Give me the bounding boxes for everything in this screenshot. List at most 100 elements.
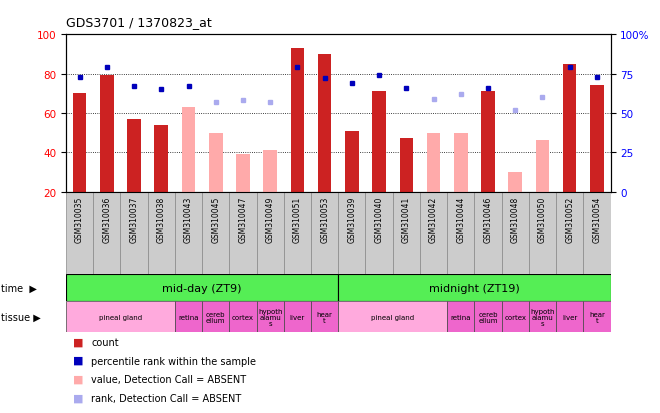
Text: GSM310038: GSM310038 bbox=[157, 196, 166, 242]
Bar bbox=[475, 301, 502, 332]
Bar bbox=[154, 125, 168, 192]
Text: tissue ▶: tissue ▶ bbox=[1, 312, 41, 322]
Bar bbox=[230, 301, 257, 332]
Text: GSM310044: GSM310044 bbox=[456, 196, 465, 242]
Text: GDS3701 / 1370823_at: GDS3701 / 1370823_at bbox=[66, 16, 212, 29]
Bar bbox=[284, 301, 311, 332]
Text: GSM310047: GSM310047 bbox=[238, 196, 248, 242]
Text: retina: retina bbox=[178, 314, 199, 320]
Bar bbox=[202, 301, 230, 332]
Text: GSM310053: GSM310053 bbox=[320, 196, 329, 242]
Bar bbox=[345, 131, 358, 192]
Bar bbox=[590, 86, 604, 192]
Bar bbox=[427, 133, 440, 192]
Bar bbox=[338, 301, 447, 332]
Bar bbox=[311, 301, 339, 332]
Bar bbox=[311, 192, 339, 275]
Bar bbox=[583, 301, 611, 332]
Bar bbox=[209, 133, 222, 192]
Bar bbox=[182, 108, 195, 192]
Bar bbox=[257, 301, 284, 332]
Text: hypoth
alamu
s: hypoth alamu s bbox=[530, 308, 554, 326]
Bar bbox=[556, 192, 583, 275]
Text: liver: liver bbox=[290, 314, 305, 320]
Bar bbox=[338, 192, 366, 275]
Text: cortex: cortex bbox=[232, 314, 254, 320]
Bar bbox=[502, 192, 529, 275]
Text: liver: liver bbox=[562, 314, 578, 320]
Bar bbox=[393, 192, 420, 275]
Bar bbox=[475, 192, 502, 275]
Bar bbox=[100, 76, 114, 192]
Bar bbox=[420, 192, 447, 275]
Text: GSM310041: GSM310041 bbox=[402, 196, 411, 242]
Bar bbox=[399, 139, 413, 192]
Text: GSM310040: GSM310040 bbox=[375, 196, 383, 242]
Bar bbox=[536, 141, 549, 192]
Text: cereb
ellum: cereb ellum bbox=[478, 311, 498, 323]
Text: midnight (ZT19): midnight (ZT19) bbox=[429, 283, 520, 293]
Bar bbox=[447, 301, 475, 332]
Bar bbox=[556, 301, 583, 332]
Bar bbox=[563, 64, 576, 192]
Text: GSM310051: GSM310051 bbox=[293, 196, 302, 242]
Text: retina: retina bbox=[451, 314, 471, 320]
Bar bbox=[529, 192, 556, 275]
Text: percentile rank within the sample: percentile rank within the sample bbox=[91, 356, 256, 366]
Text: GSM310050: GSM310050 bbox=[538, 196, 547, 242]
Bar bbox=[372, 92, 386, 192]
Text: GSM310043: GSM310043 bbox=[184, 196, 193, 242]
Text: GSM310037: GSM310037 bbox=[129, 196, 139, 242]
Text: ■: ■ bbox=[73, 374, 83, 384]
Bar bbox=[148, 192, 175, 275]
Text: GSM310045: GSM310045 bbox=[211, 196, 220, 242]
Bar bbox=[175, 301, 202, 332]
Bar bbox=[175, 192, 202, 275]
Bar bbox=[66, 192, 93, 275]
Bar bbox=[120, 192, 148, 275]
Bar bbox=[454, 133, 467, 192]
Text: ■: ■ bbox=[73, 337, 83, 347]
Text: ■: ■ bbox=[73, 355, 83, 365]
Text: pineal gland: pineal gland bbox=[371, 314, 414, 320]
Text: cereb
ellum: cereb ellum bbox=[206, 311, 226, 323]
Bar bbox=[66, 275, 338, 301]
Text: GSM310036: GSM310036 bbox=[102, 196, 112, 242]
Bar bbox=[366, 192, 393, 275]
Bar bbox=[236, 155, 249, 192]
Bar bbox=[127, 119, 141, 192]
Text: hypoth
alamu
s: hypoth alamu s bbox=[258, 308, 282, 326]
Bar bbox=[318, 55, 331, 192]
Text: GSM310048: GSM310048 bbox=[511, 196, 519, 242]
Bar bbox=[290, 49, 304, 192]
Text: time  ▶: time ▶ bbox=[1, 283, 37, 293]
Text: cortex: cortex bbox=[504, 314, 526, 320]
Bar bbox=[508, 173, 522, 192]
Text: GSM310046: GSM310046 bbox=[484, 196, 492, 242]
Text: hear
t: hear t bbox=[317, 311, 333, 323]
Text: GSM310049: GSM310049 bbox=[266, 196, 275, 242]
Text: GSM310042: GSM310042 bbox=[429, 196, 438, 242]
Bar bbox=[66, 301, 175, 332]
Bar bbox=[583, 192, 611, 275]
Text: ■: ■ bbox=[73, 392, 83, 402]
Bar bbox=[263, 151, 277, 192]
Bar bbox=[284, 192, 311, 275]
Text: hear
t: hear t bbox=[589, 311, 605, 323]
Bar bbox=[502, 301, 529, 332]
Text: count: count bbox=[91, 337, 119, 347]
Text: pineal gland: pineal gland bbox=[99, 314, 142, 320]
Bar bbox=[202, 192, 230, 275]
Bar bbox=[338, 275, 610, 301]
Text: GSM310039: GSM310039 bbox=[347, 196, 356, 242]
Text: GSM310035: GSM310035 bbox=[75, 196, 84, 242]
Text: value, Detection Call = ABSENT: value, Detection Call = ABSENT bbox=[91, 375, 246, 385]
Text: GSM310054: GSM310054 bbox=[593, 196, 601, 242]
Bar bbox=[93, 192, 120, 275]
Text: rank, Detection Call = ABSENT: rank, Detection Call = ABSENT bbox=[91, 393, 242, 403]
Bar bbox=[481, 92, 495, 192]
Bar bbox=[447, 192, 475, 275]
Text: mid-day (ZT9): mid-day (ZT9) bbox=[162, 283, 242, 293]
Bar bbox=[73, 94, 86, 192]
Bar bbox=[230, 192, 257, 275]
